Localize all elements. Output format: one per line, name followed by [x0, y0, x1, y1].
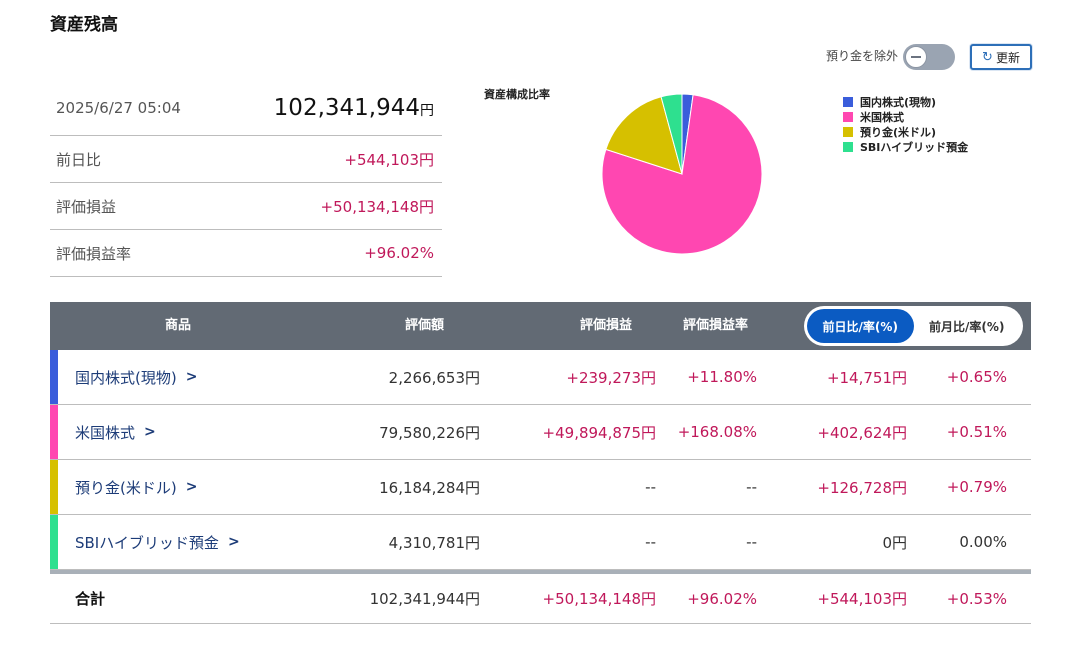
exclude-deposit-label: 預り金を除外	[826, 49, 899, 63]
chevron-right-icon: >	[185, 479, 198, 495]
row-day-rate: +0.79%	[946, 478, 1007, 496]
summary-total-unit: 円	[420, 102, 434, 119]
table-row: 預り金(米ドル) > 16,184,284円 -- -- +126,728円 +0…	[50, 460, 1031, 515]
summary-row: 評価損益率 +96.02%	[50, 230, 442, 277]
row-name: 米国株式	[75, 423, 136, 442]
row-gain-rate: --	[746, 533, 757, 551]
row-name: 国内株式(現物)	[75, 368, 177, 387]
row-color-bar	[50, 460, 58, 514]
chart-legend: 国内株式(現物) 米国株式 預り金(米ドル) SBIハイブリッド預金	[843, 94, 968, 154]
row-day-change: +402,624円	[817, 423, 907, 442]
legend-label: 米国株式	[860, 110, 904, 124]
header-valuation: 評価額	[405, 318, 445, 333]
refresh-icon: ↻	[982, 49, 993, 65]
header-gain-rate: 評価損益率	[683, 318, 749, 333]
row-gain: --	[645, 478, 656, 496]
row-gain-rate: +168.08%	[677, 423, 757, 441]
summary-row: 評価損益 +50,134,148円	[50, 183, 442, 230]
row-day-rate: +0.65%	[946, 368, 1007, 386]
refresh-button[interactable]: ↻ 更新	[970, 44, 1032, 70]
tab-day-change[interactable]: 前日比/率(%)	[807, 309, 914, 343]
header-product: 商品	[165, 318, 192, 333]
row-color-bar	[50, 405, 58, 459]
tab-month-change[interactable]: 前月比/率(%)	[929, 319, 1005, 334]
row-day-change: +126,728円	[817, 478, 907, 497]
asset-table: 商品 評価額 評価損益 評価損益率 前日比/率(%) 前月比/率(%) 国内株式…	[50, 302, 1031, 624]
legend-swatch	[843, 141, 853, 152]
legend-swatch	[843, 111, 853, 122]
total-day-rate: +0.53%	[946, 589, 1007, 608]
legend-item: 預り金(米ドル)	[843, 124, 968, 139]
exclude-deposit-toggle[interactable]	[903, 44, 955, 70]
row-name-link[interactable]: 預り金(米ドル) >	[75, 460, 197, 514]
row-gain-rate: --	[746, 478, 757, 496]
summary-total-value: 102,341,944	[273, 94, 420, 121]
summary-value: +96.02%	[364, 244, 434, 262]
toggle-knob	[905, 46, 927, 68]
row-day-rate: 0.00%	[959, 533, 1007, 551]
row-name-link[interactable]: 国内株式(現物) >	[75, 350, 197, 404]
row-valuation: 16,184,284円	[379, 478, 480, 497]
row-valuation: 79,580,226円	[379, 423, 480, 442]
refresh-label: 更新	[995, 50, 1020, 65]
row-name-link[interactable]: SBIハイブリッド預金 >	[75, 515, 240, 569]
summary-value: +50,134,148円	[320, 197, 434, 216]
total-label: 合計	[75, 590, 106, 608]
chart-title: 資産構成比率	[484, 88, 550, 101]
total-day-change: +544,103円	[817, 590, 907, 608]
summary-label: 前日比	[56, 150, 102, 169]
legend-item: 国内株式(現物)	[843, 94, 968, 109]
page-title: 資産残高	[50, 15, 118, 35]
legend-item: 米国株式	[843, 109, 968, 124]
summary-label: 評価損益	[56, 197, 117, 216]
total-gain: +50,134,148円	[542, 590, 656, 608]
table-row: 米国株式 > 79,580,226円 +49,894,875円 +168.08% …	[50, 405, 1031, 460]
total-row: 合計 102,341,944円 +50,134,148円 +96.02% +54…	[50, 574, 1031, 624]
pie-slice	[660, 93, 683, 175]
row-day-rate: +0.51%	[946, 423, 1007, 441]
row-day-change: 0円	[882, 533, 907, 552]
table-header: 商品 評価額 評価損益 評価損益率 前日比/率(%) 前月比/率(%)	[50, 302, 1031, 350]
summary-total: 102,341,944円	[274, 95, 434, 121]
summary-label: 評価損益率	[56, 244, 132, 263]
total-valuation: 102,341,944円	[369, 590, 480, 608]
row-valuation: 4,310,781円	[388, 533, 480, 552]
period-toggle: 前日比/率(%) 前月比/率(%)	[804, 306, 1023, 346]
table-row: SBIハイブリッド預金 > 4,310,781円 -- -- 0円 0.00%	[50, 515, 1031, 570]
summary-value: +544,103円	[344, 150, 434, 169]
total-separator	[50, 570, 1031, 574]
asset-allocation-pie-chart	[601, 93, 763, 255]
summary-datetime: 2025/6/27 05:04	[56, 98, 181, 117]
legend-label: 預り金(米ドル)	[860, 125, 937, 139]
legend-swatch	[843, 96, 853, 107]
legend-label: 国内株式(現物)	[860, 95, 937, 109]
pie-slice	[605, 96, 683, 175]
summary-row: 前日比 +544,103円	[50, 136, 442, 183]
minus-icon	[911, 56, 921, 58]
legend-swatch	[843, 126, 853, 137]
row-valuation: 2,266,653円	[388, 368, 480, 387]
total-gain-rate: +96.02%	[687, 589, 757, 608]
row-gain-rate: +11.80%	[687, 368, 757, 386]
legend-item: SBIハイブリッド預金	[843, 139, 968, 154]
summary-total-row: 2025/6/27 05:04 102,341,944円	[50, 80, 442, 136]
row-name: 預り金(米ドル)	[75, 478, 177, 497]
header-gain: 評価損益	[580, 318, 633, 333]
row-color-bar	[50, 515, 58, 569]
row-name-link[interactable]: 米国株式 >	[75, 405, 156, 459]
row-gain: +49,894,875円	[542, 423, 656, 442]
table-row: 国内株式(現物) > 2,266,653円 +239,273円 +11.80% +…	[50, 350, 1031, 405]
row-color-bar	[50, 350, 58, 404]
chevron-right-icon: >	[185, 369, 198, 385]
legend-label: SBIハイブリッド預金	[860, 140, 969, 154]
row-gain: --	[645, 533, 656, 551]
row-gain: +239,273円	[566, 368, 656, 387]
chevron-right-icon: >	[144, 424, 156, 440]
chevron-right-icon: >	[227, 534, 240, 550]
row-name: SBIハイブリッド預金	[75, 533, 219, 552]
balance-summary: 2025/6/27 05:04 102,341,944円 前日比 +544,10…	[50, 80, 442, 277]
row-day-change: +14,751円	[826, 368, 907, 387]
